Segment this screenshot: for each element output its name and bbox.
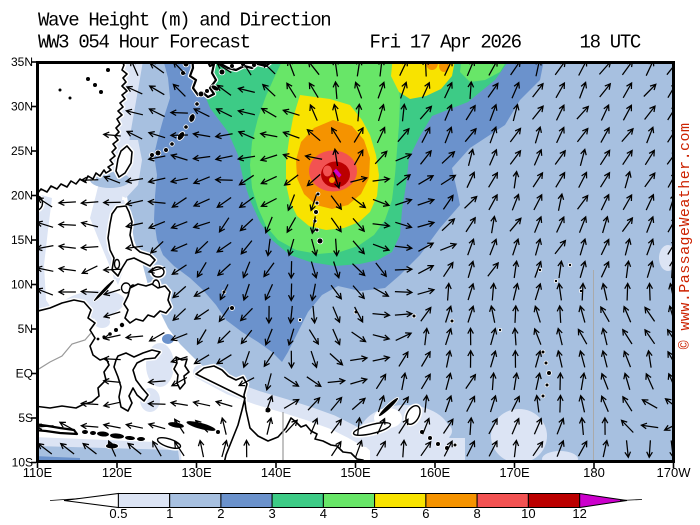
svg-text:0.5: 0.5 xyxy=(109,506,127,521)
svg-text:120E: 120E xyxy=(102,465,133,480)
svg-text:140E: 140E xyxy=(261,465,292,480)
svg-text:170E: 170E xyxy=(499,465,530,480)
svg-text:6: 6 xyxy=(422,506,429,521)
svg-text:10N: 10N xyxy=(11,278,33,292)
svg-text:5: 5 xyxy=(371,506,378,521)
svg-text:Wave Height (m) and Direction: Wave Height (m) and Direction xyxy=(38,10,330,32)
svg-text:18 UTC: 18 UTC xyxy=(580,32,641,54)
svg-text:20N: 20N xyxy=(11,189,33,203)
svg-text:12: 12 xyxy=(572,506,586,521)
svg-text:35N: 35N xyxy=(11,55,33,69)
svg-text:EQ: EQ xyxy=(16,367,33,381)
svg-text:180: 180 xyxy=(583,465,605,480)
svg-text:2: 2 xyxy=(217,506,224,521)
svg-text:160E: 160E xyxy=(420,465,451,480)
svg-text:25N: 25N xyxy=(11,144,33,158)
svg-text:Fri 17 Apr 2026: Fri 17 Apr 2026 xyxy=(370,32,522,54)
svg-text:WW3 054 Hour Forecast: WW3 054 Hour Forecast xyxy=(38,32,250,54)
svg-text:130E: 130E xyxy=(181,465,212,480)
svg-text:4: 4 xyxy=(320,506,327,521)
svg-text:10: 10 xyxy=(521,506,535,521)
svg-text:© www.PassageWeather.com: © www.PassageWeather.com xyxy=(677,123,694,350)
svg-text:150E: 150E xyxy=(340,465,371,480)
svg-text:5N: 5N xyxy=(18,322,33,336)
svg-text:8: 8 xyxy=(473,506,480,521)
svg-text:1: 1 xyxy=(166,506,173,521)
svg-text:5S: 5S xyxy=(18,411,33,425)
svg-text:10S: 10S xyxy=(12,456,33,470)
svg-text:30N: 30N xyxy=(11,100,33,114)
svg-text:170W: 170W xyxy=(657,465,692,480)
svg-text:3: 3 xyxy=(268,506,275,521)
svg-text:15N: 15N xyxy=(11,233,33,247)
svg-text:110E: 110E xyxy=(23,465,53,480)
